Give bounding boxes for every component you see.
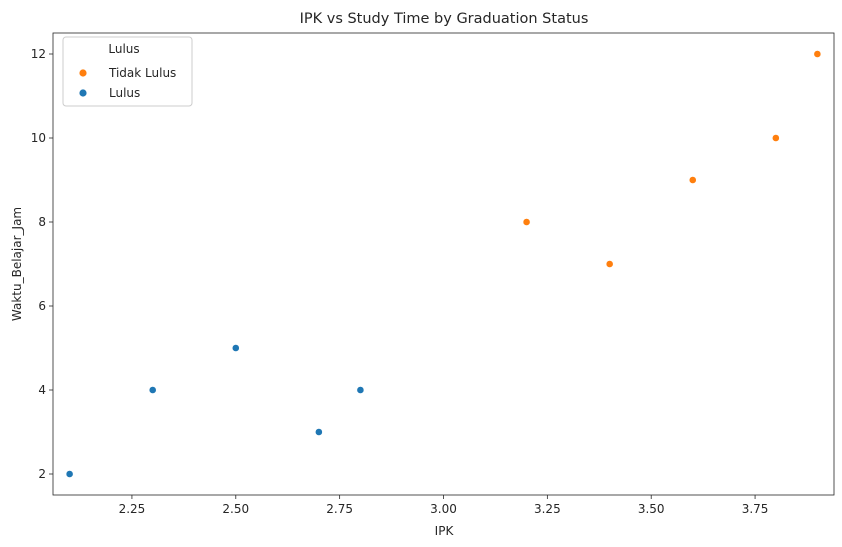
y-axis: 2 4 6 8 10 12 <box>31 47 53 481</box>
data-point-series-1 <box>231 344 240 352</box>
data-point-series-1 <box>356 386 365 394</box>
x-tick-label: 3.00 <box>430 502 457 516</box>
legend: Lulus Tidak Lulus Lulus <box>62 36 193 107</box>
legend-frame <box>62 36 193 107</box>
data-points <box>65 50 822 478</box>
y-tick-label: 2 <box>38 467 46 481</box>
legend-label-tidak-lulus: Tidak Lulus <box>108 66 176 80</box>
legend-marker-tidak-lulus <box>79 69 87 77</box>
chart-title: IPK vs Study Time by Graduation Status <box>300 11 589 27</box>
legend-title: Lulus <box>108 42 139 56</box>
data-point-series-1 <box>314 428 323 436</box>
legend-label-lulus: Lulus <box>109 86 140 100</box>
x-tick-label: 3.25 <box>534 502 561 516</box>
y-tick-label: 12 <box>31 47 46 61</box>
data-point-series-0 <box>813 50 822 58</box>
y-axis-label: Waktu_Belajar_Jam <box>10 207 24 321</box>
data-point-series-0 <box>688 176 697 184</box>
legend-marker-lulus <box>79 89 87 97</box>
data-point-series-0 <box>771 134 780 142</box>
data-point-series-0 <box>522 218 531 226</box>
x-axis-label: IPK <box>435 524 455 538</box>
x-tick-label: 2.25 <box>119 502 146 516</box>
x-axis: 2.25 2.50 2.75 3.00 3.25 3.50 3.75 <box>119 495 769 516</box>
x-tick-label: 2.50 <box>222 502 249 516</box>
y-tick-label: 4 <box>38 383 46 397</box>
x-tick-label: 3.50 <box>638 502 665 516</box>
data-point-series-1 <box>65 470 74 478</box>
data-point-series-1 <box>148 386 157 394</box>
y-tick-label: 10 <box>31 131 46 145</box>
data-point-series-0 <box>605 260 614 268</box>
x-tick-label: 2.75 <box>326 502 353 516</box>
y-tick-label: 8 <box>38 215 46 229</box>
y-tick-label: 6 <box>38 299 46 313</box>
x-tick-label: 3.75 <box>742 502 769 516</box>
